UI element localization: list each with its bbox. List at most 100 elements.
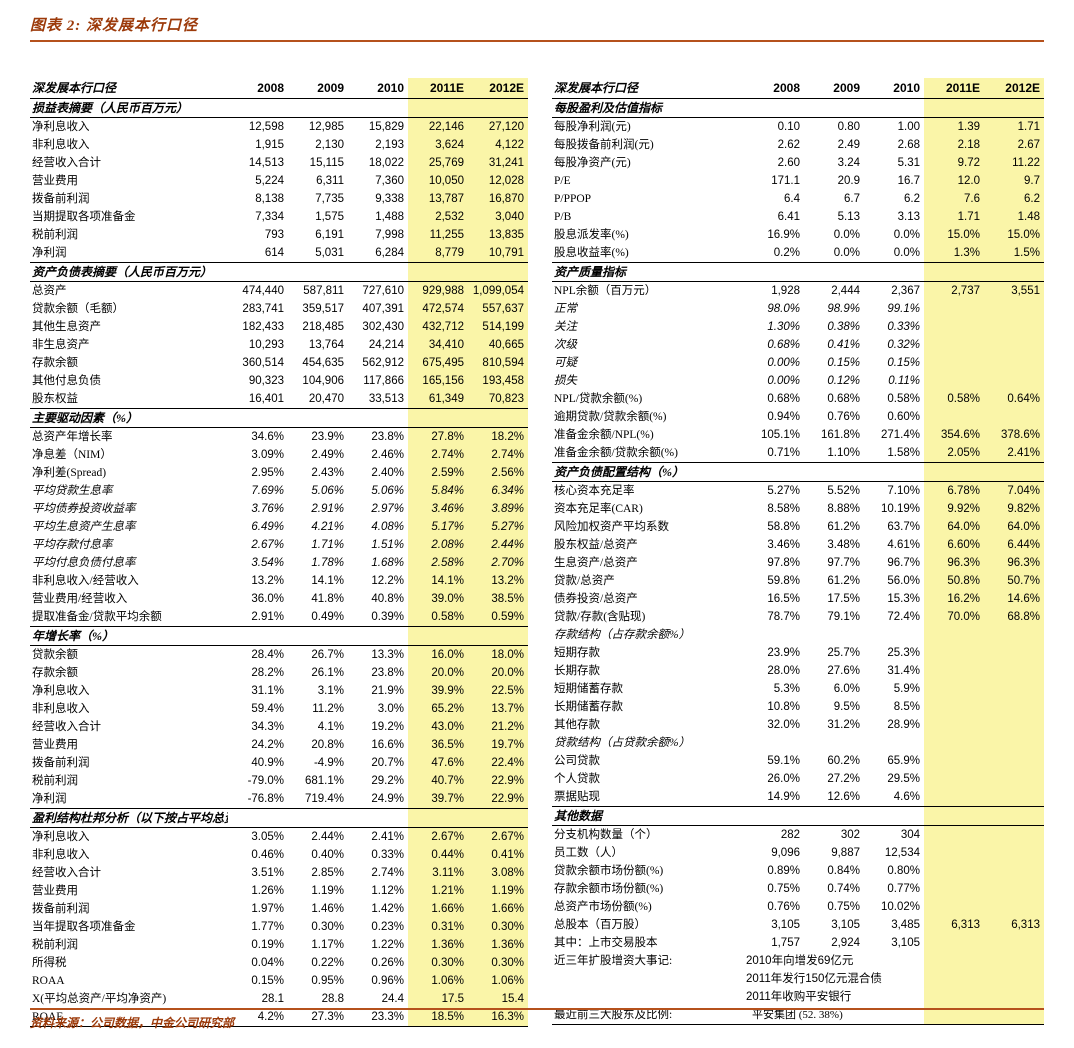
table-row: 营业费用/经营收入 36.0% 41.8% 40.8% 39.0% 38.5%: [30, 590, 528, 608]
section-spacer-cell: [468, 408, 528, 428]
cell-2009: 0.40%: [311, 849, 344, 861]
cell-2009: 0.68%: [827, 393, 860, 405]
row-label: 短期存款: [554, 647, 600, 659]
row-label: 存款余额: [32, 667, 78, 679]
cell-2011e: 2.67%: [408, 827, 468, 846]
cell-2010: 24.4: [381, 993, 404, 1005]
cell-2009: 27.2%: [827, 773, 860, 785]
cell-2010: 2,367: [891, 285, 920, 297]
table-header-row: 深发展本行口径 2008 2009 2010 2011E 2012E: [30, 78, 528, 99]
table-row: 总资产市场份额(%) 0.76% 0.75% 10.02%: [552, 898, 1044, 916]
cell-2008: 0.15%: [251, 975, 284, 987]
section-title: 主要驱动因素（%）: [30, 408, 228, 428]
section-spacer-cell: [288, 262, 348, 282]
cell-2012e: 15.4: [468, 990, 528, 1008]
cell-2011e: 16.0%: [408, 645, 468, 664]
section-spacer-cell: [348, 626, 408, 646]
cell-2008: 23.9%: [767, 647, 800, 659]
cell-2010: 0.26%: [371, 957, 404, 969]
table-row: 其他生息资产 182,433 218,485 302,430 432,712 514,19…: [30, 318, 528, 336]
section-spacer-cell: [744, 806, 804, 826]
cell-2010: 727,610: [362, 285, 404, 297]
cell-2009: 26.1%: [311, 667, 344, 679]
cell-2008: 474,440: [242, 285, 284, 297]
cell-2008: 0.76%: [767, 901, 800, 913]
cell-2012e: 0.30%: [468, 918, 528, 936]
cell-2012e: [984, 644, 1044, 662]
cell-2009: 3,105: [831, 919, 860, 931]
cell-2012e: 1.71: [984, 117, 1044, 136]
cell-2011e: 6,313: [924, 916, 984, 934]
cell-2009: 11.2%: [312, 703, 344, 715]
column-header-2008: 2008: [744, 78, 804, 99]
cell-2012e: 2.70%: [468, 554, 528, 572]
cell-2008: 13.2%: [251, 575, 284, 587]
cell-2008: 0.2%: [744, 244, 804, 263]
note-text: 2011年发行150亿元混合债: [746, 973, 882, 985]
cell-2012e: 557,637: [468, 300, 528, 318]
cell-2012e: 3,551: [984, 281, 1044, 300]
cell-2009: 61.2%: [827, 575, 860, 587]
section-spacer-cell: [864, 806, 924, 826]
cell-2008: 793: [264, 229, 284, 241]
cell-2008: 9,096: [771, 847, 800, 859]
cell-2008: 3.54%: [251, 557, 284, 569]
section-title: 年增长率（%）: [30, 626, 228, 646]
note-text: 2010年向增发69亿元: [746, 955, 854, 967]
table-row: 每股拨备前利润(元) 2.62 2.49 2.68 2.18 2.67: [552, 136, 1044, 154]
cell-2010: 99.1%: [887, 303, 920, 315]
cell-2009: 4.21%: [311, 521, 344, 533]
cell-2009: 0.22%: [311, 957, 344, 969]
cell-2012e: 6,313: [984, 916, 1044, 934]
cell-2012e: 20.0%: [468, 664, 528, 682]
cell-2011e: 7.6: [924, 190, 984, 208]
cell-2011e: 34,410: [408, 336, 468, 354]
cell-2008: -76.8%: [228, 790, 288, 809]
cell-2009: 1.10%: [804, 444, 864, 463]
cell-2011e: 2,532: [408, 208, 468, 226]
cell-2009: 61.2%: [827, 521, 860, 533]
cell-2010: 4.6%: [864, 788, 924, 807]
table-row: 债券投资/总资产 16.5% 17.5% 15.3% 16.2% 14.6%: [552, 590, 1044, 608]
table-row: 非利息收入 0.46% 0.40% 0.33% 0.44% 0.41%: [30, 846, 528, 864]
cell-2012e: 68.8%: [984, 608, 1044, 626]
cell-2011e: 36.5%: [408, 736, 468, 754]
row-label: 总股本（百万股）: [554, 919, 646, 931]
cell-2010: 407,391: [362, 303, 404, 315]
cell-2012e: 3,040: [468, 208, 528, 226]
cell-2008: 2.62: [777, 139, 800, 151]
cell-2010: 15.3%: [887, 593, 920, 605]
header-label-cell: 深发展本行口径: [30, 78, 228, 99]
cell-2012e: 2.67%: [468, 827, 528, 846]
cell-2009: [804, 626, 864, 644]
column-header-2010: 2010: [348, 78, 408, 99]
cell-2012e: 18.0%: [468, 645, 528, 664]
cell-2011e: 39.0%: [408, 590, 468, 608]
cell-2010: 0.23%: [371, 921, 404, 933]
cell-2011e: 3.11%: [408, 864, 468, 882]
cell-2012e: 12,028: [468, 172, 528, 190]
row-label: 分支机构数量（个）: [554, 829, 658, 841]
section-title: 其他数据: [552, 806, 744, 826]
table-row: 当年提取各项准备金 1.77% 0.30% 0.23% 0.31% 0.30%: [30, 918, 528, 936]
cell-2009: 14.1%: [311, 575, 344, 587]
cell-2010: 2.41%: [371, 831, 404, 843]
cell-2011e: [924, 680, 984, 698]
cell-2012e: 13.7%: [468, 700, 528, 718]
cell-2010: 1.68%: [371, 557, 404, 569]
cell-2009: 4.1%: [317, 721, 344, 733]
cell-2009: 0.0%: [833, 229, 860, 241]
cell-2010: 29.2%: [371, 775, 404, 787]
row-label: 每股净资产(元): [554, 157, 631, 169]
section-header-row: 年增长率（%）: [30, 626, 528, 646]
note-spacer-cell: [924, 1006, 984, 1025]
cell-2008: 0.75%: [767, 883, 800, 895]
row-label: 净利润: [30, 790, 228, 809]
row-label: 个人贷款: [554, 773, 600, 785]
note-text: 平安集团 (52. 38%): [744, 1006, 924, 1025]
table-row: 每股净利润(元) 0.10 0.80 1.00 1.39 1.71: [552, 117, 1044, 136]
cell-2009: 719.4%: [288, 790, 348, 809]
cell-2011e: 5.84%: [408, 482, 468, 500]
row-label: 其他存款: [554, 719, 600, 731]
